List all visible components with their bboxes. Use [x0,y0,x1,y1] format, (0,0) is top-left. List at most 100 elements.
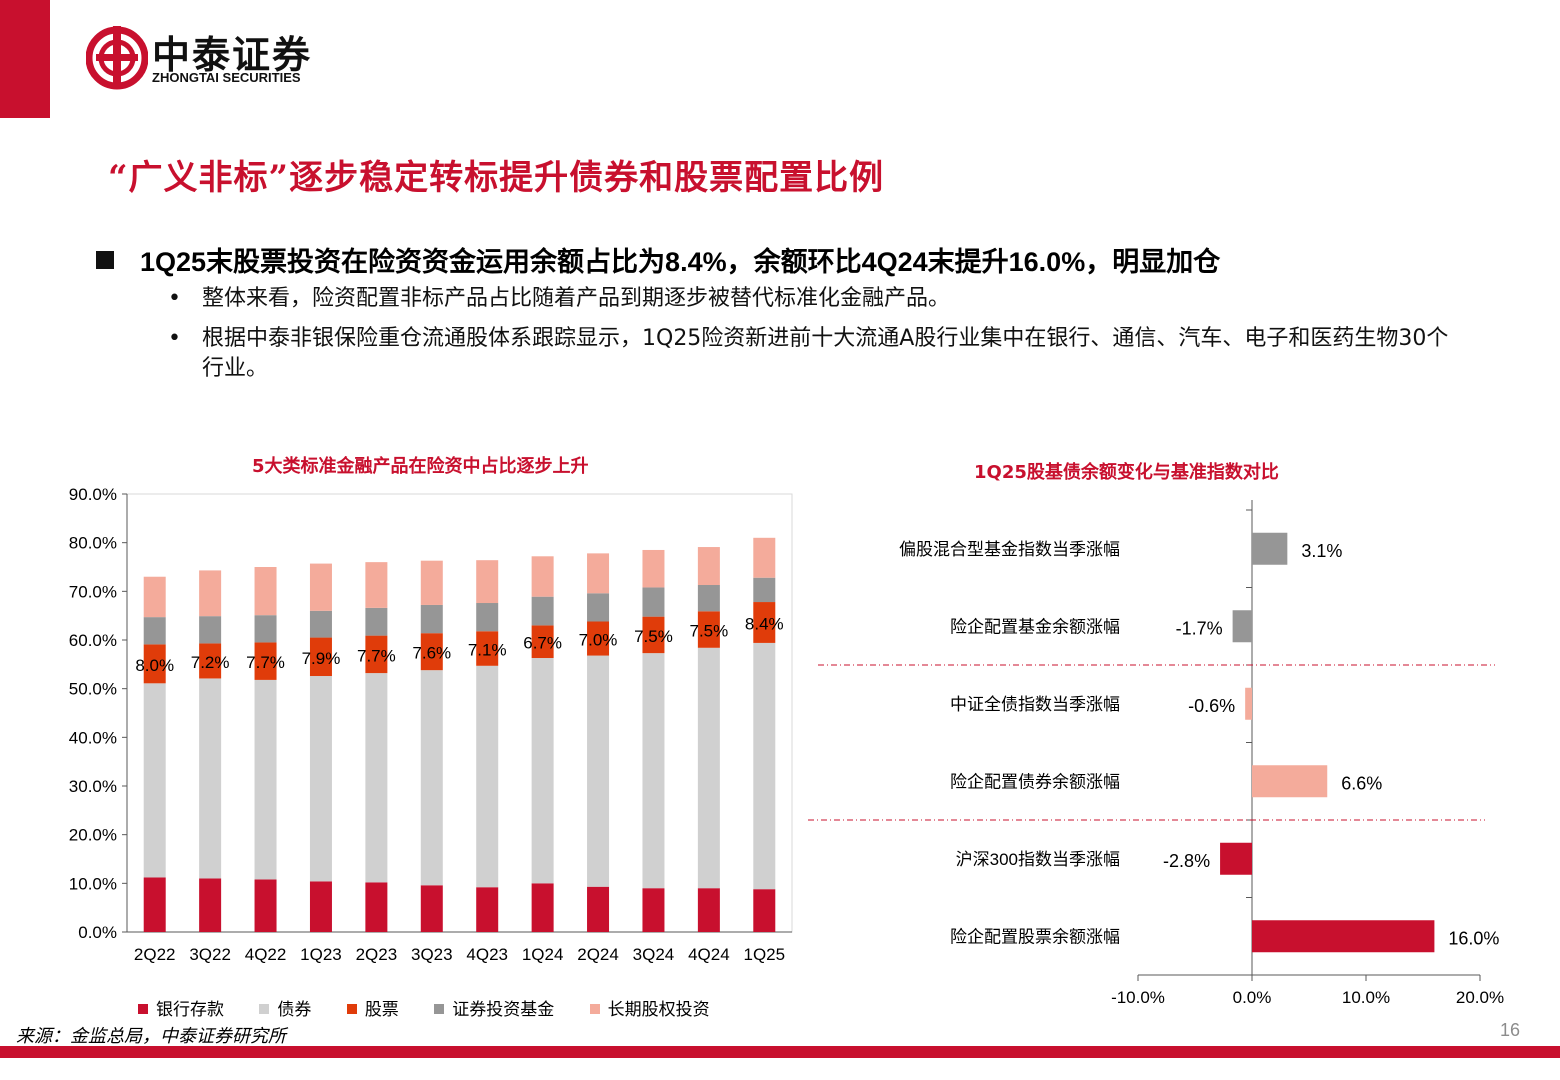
bar-segment [642,587,665,617]
bar-segment [697,585,720,612]
x-tick-label: 2Q22 [134,945,176,964]
x-tick-label: 3Q22 [189,945,231,964]
bar-segment [309,676,332,882]
bar-segment [476,631,499,666]
bar-segment [365,635,388,674]
x-tick-label: -10.0% [1111,988,1165,1007]
x-tick-label: 1Q25 [743,945,785,964]
x-tick-label: 1Q24 [522,945,564,964]
y-tick-label: 80.0% [69,534,117,553]
legend-swatch [346,1004,357,1014]
category-label: 险企配置股票余额涨幅 [950,927,1120,946]
stock-data-label: 7.9% [302,649,341,668]
bar-segment [697,547,720,586]
bar-segment [697,888,720,932]
stock-data-label: 7.5% [690,622,729,641]
bar-segment [143,877,166,932]
bar-segment [753,537,776,578]
bullet-dot-icon: • [168,326,181,351]
y-tick-label: 10.0% [69,874,117,893]
bar-segment [309,610,332,638]
bar-segment [476,665,499,888]
chart-legend: 银行存款 债券 股票 证券投资基金 长期股权投资 [138,995,740,1020]
stock-data-label: 7.7% [357,646,396,665]
hbar [1252,765,1328,798]
bar-segment [365,607,388,636]
x-tick-label: 0.0% [1233,988,1272,1007]
bar-segment [531,625,554,659]
x-tick-label: 2Q24 [577,945,619,964]
bar-segment [587,553,610,594]
bar-segment [199,678,222,879]
bar-segment [642,888,665,932]
sub-bullet-text: 根据中泰非银保险重仓流通股体系跟踪显示，1Q25险资新进前十大流通A股行业集中在… [202,326,1449,381]
value-label: 3.1% [1301,541,1342,561]
sub-bullet-text: 整体来看，险资配置非标产品占比随着产品到期逐步被替代标准化金融产品。 [202,286,951,311]
stock-data-label: 7.0% [579,631,618,650]
bar-segment [420,604,443,634]
source-note: 来源：金监总局，中泰证券研究所 [16,1026,286,1047]
bar-segment [309,881,332,932]
legend-swatch [589,1004,600,1014]
stock-data-label: 7.7% [246,653,285,672]
bar-segment [254,615,277,643]
category-label: 险企配置基金余额涨幅 [950,617,1120,636]
bar-segment [753,642,776,890]
legend-item: 债券 [259,995,311,1020]
y-tick-label: 60.0% [69,631,117,650]
bar-segment [143,644,166,684]
y-tick-label: 90.0% [69,485,117,504]
left-chart-title: 5大类标准金融产品在险资中占比逐步上升 [252,456,589,477]
x-tick-label: 3Q23 [411,945,453,964]
legend-item: 长期股权投资 [589,995,710,1020]
y-tick-label: 20.0% [69,826,117,845]
bar-segment [365,673,388,883]
logo-emblem-icon [85,26,149,90]
right-chart-title: 1Q25股基债余额变化与基准指数对比 [974,462,1279,483]
plot-frame [126,493,793,933]
hbar [1252,532,1288,565]
main-bullet: 1Q25末股票投资在险资资金运用余额占比为8.4%，余额环比4Q24末提升16.… [96,240,1220,279]
y-tick-label: 30.0% [69,777,117,796]
bar-segment [642,616,665,654]
bar-segment [587,886,610,932]
value-label: -2.8% [1163,851,1210,871]
brand-name-cn: 中泰证券 [152,35,313,77]
stacked-bar-chart: 0.0% 10.0% 20.0% 30.0% 40.0% 50.0% 60.0% 70.0% 8… [69,485,793,964]
bar-segment [254,679,277,880]
legend-label: 证券投资基金 [452,1000,555,1020]
bar-segment [642,653,665,889]
page-number: 16 [1500,1020,1521,1040]
legend-label: 长期股权投资 [607,1000,710,1020]
x-tick-label: 10.0% [1342,988,1390,1007]
hbar [1252,920,1435,953]
legend-label: 银行存款 [156,1000,224,1020]
brand-name-en: ZHONGTAI SECURITIES [152,70,301,85]
hbar [1232,610,1252,643]
bar-segment [143,576,166,618]
bar-segment [531,596,554,626]
y-tick-label: 50.0% [69,680,117,699]
bar-segment [254,879,277,932]
bar-segment [697,647,720,889]
bar-segment [476,603,499,632]
x-tick-label: 4Q23 [466,945,508,964]
bar-segment [697,611,720,648]
bar-segment [642,549,665,588]
bar-segment [587,655,610,887]
y-tick-label: 0.0% [78,923,117,942]
bar-segment [587,593,610,622]
x-tick-label: 20.0% [1456,988,1504,1007]
bar-segment [753,602,776,643]
bar-segment [531,658,554,884]
legend-swatch [434,1004,445,1014]
bar-segment [199,570,222,617]
bar-segment [365,882,388,932]
category-label: 险企配置债券余额涨幅 [950,772,1120,791]
zhongtai-logo: 中泰证券 ZHONGTAI SECURITIES [85,22,336,94]
square-bullet-icon [96,251,114,269]
bar-segment [143,617,166,645]
page-title: “广义非标”逐步稳定转标提升债券和股票配置比例 [108,158,885,198]
x-tick-label: 1Q23 [300,945,342,964]
bar-segment [254,642,277,680]
